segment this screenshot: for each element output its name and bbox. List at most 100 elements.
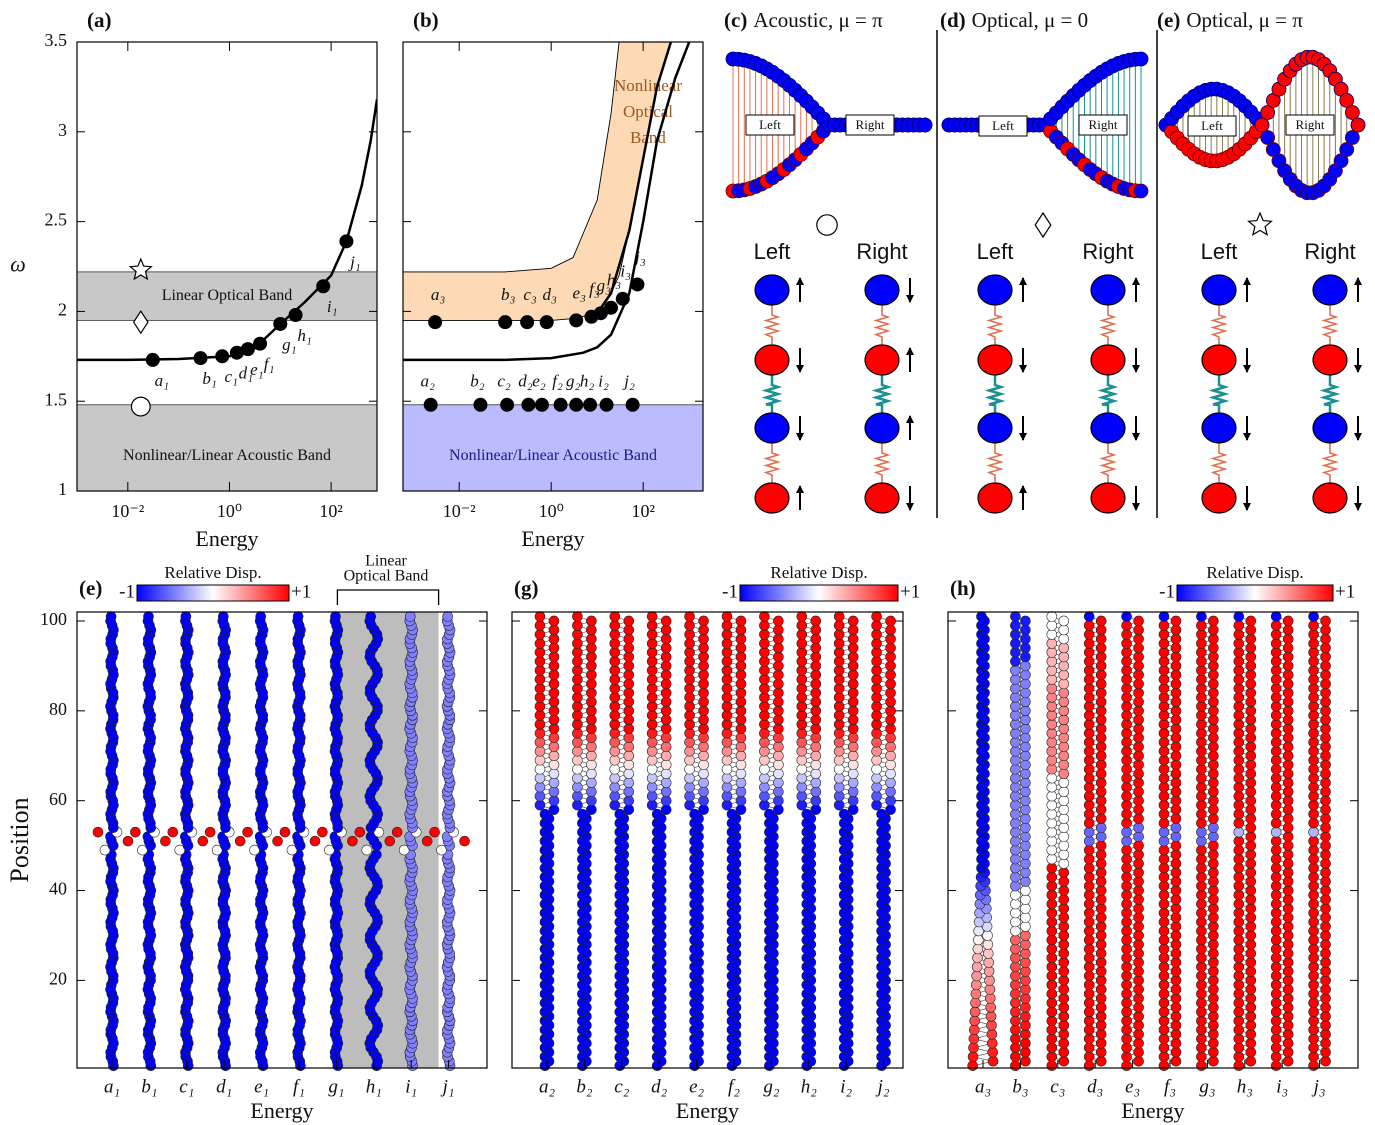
bead	[1309, 710, 1319, 720]
bead	[1010, 890, 1020, 900]
bead	[759, 611, 769, 621]
bead	[1020, 814, 1030, 824]
panel-label: (b)	[413, 8, 439, 32]
bead	[872, 683, 882, 693]
x-tick-label: c₁	[179, 1076, 194, 1097]
bead	[1309, 899, 1319, 909]
bead	[1208, 778, 1218, 788]
bead	[661, 715, 671, 725]
bead	[1271, 620, 1281, 630]
mass	[1091, 483, 1125, 513]
bead	[572, 746, 582, 756]
bead	[1196, 710, 1206, 720]
bead	[1196, 971, 1206, 981]
bead	[1122, 737, 1132, 747]
figure: Linear Optical BandNonlinear/Linear Acou…	[0, 0, 1375, 1125]
colorbar	[137, 585, 289, 601]
bead	[685, 638, 695, 648]
point-label: c₁	[224, 367, 237, 386]
bead	[1321, 760, 1331, 770]
bead	[661, 751, 671, 761]
bead	[1010, 989, 1020, 999]
bead	[1234, 854, 1244, 864]
bead	[1234, 989, 1244, 999]
bead	[1010, 746, 1020, 756]
bead	[610, 782, 620, 792]
bead	[1047, 656, 1057, 666]
bead	[1321, 751, 1331, 761]
bead	[759, 728, 769, 738]
bead	[1196, 818, 1206, 828]
bead	[1047, 755, 1057, 765]
bead	[1321, 733, 1331, 743]
bead	[722, 647, 732, 657]
bead	[535, 611, 545, 621]
bead	[1047, 611, 1057, 621]
circle-marker	[131, 397, 150, 416]
bead	[1321, 652, 1331, 662]
bead	[811, 616, 821, 626]
bead	[1283, 724, 1293, 734]
bead	[652, 809, 662, 819]
bead	[848, 706, 858, 716]
bead	[759, 692, 769, 702]
bead	[1234, 836, 1244, 846]
bead	[1084, 620, 1094, 630]
bead	[1309, 989, 1319, 999]
arrow-head	[906, 503, 914, 511]
bead	[1309, 1007, 1319, 1017]
bead	[1234, 701, 1244, 711]
side-box-label: Left	[1201, 118, 1223, 133]
bead	[797, 656, 807, 666]
bead	[736, 688, 746, 698]
bead	[1309, 719, 1319, 729]
bead	[130, 827, 140, 837]
bead	[685, 692, 695, 702]
bead	[1020, 868, 1030, 878]
bead	[1208, 688, 1218, 698]
bead	[1096, 1020, 1106, 1030]
bead	[1246, 742, 1256, 752]
bead	[1234, 1016, 1244, 1026]
bead	[1059, 823, 1069, 833]
mass	[1313, 345, 1347, 375]
bead	[1134, 1002, 1144, 1012]
bead	[1171, 814, 1181, 824]
state-point	[241, 342, 255, 356]
mode-symbol	[1249, 213, 1272, 235]
x-tick-label: g₂	[763, 1076, 780, 1097]
bead	[1271, 800, 1281, 810]
arrow-head	[906, 295, 914, 303]
bead	[1271, 1016, 1281, 1026]
bead	[886, 733, 896, 743]
bead	[1020, 796, 1030, 806]
mass	[1091, 413, 1125, 443]
bead	[872, 656, 882, 666]
bead	[1208, 859, 1218, 869]
bead	[1208, 625, 1218, 635]
bead	[722, 719, 732, 729]
mass	[978, 483, 1012, 513]
bead	[872, 800, 882, 810]
bead	[1134, 724, 1144, 734]
bead	[988, 1056, 998, 1066]
bead	[1234, 755, 1244, 765]
bead	[1208, 1029, 1218, 1039]
bead	[1059, 1056, 1069, 1066]
bead	[1271, 953, 1281, 963]
point-label: f₂	[552, 372, 563, 391]
x-tick-label: 10⁻²	[443, 501, 476, 521]
x-tick-label: h₂	[801, 1076, 818, 1097]
bead	[661, 787, 671, 797]
bead	[1010, 1034, 1020, 1044]
bead	[1059, 966, 1069, 976]
bead	[773, 715, 783, 725]
bead	[1271, 881, 1281, 891]
bead	[986, 1002, 996, 1012]
bead	[1321, 1029, 1331, 1039]
bead	[1246, 1029, 1256, 1039]
bead	[1047, 917, 1057, 927]
bead	[1246, 715, 1256, 725]
panel-title: (c)Acoustic, μ = π	[724, 8, 883, 32]
bead	[1246, 877, 1256, 887]
